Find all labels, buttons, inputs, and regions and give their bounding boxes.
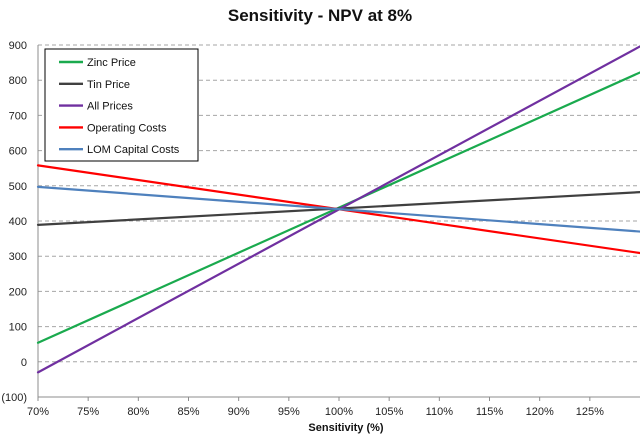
x-tick-label: 115% (476, 406, 504, 418)
x-tick-label: 95% (278, 406, 300, 418)
x-tick-label: 105% (375, 406, 403, 418)
x-axis-title: Sensitivity (%) (308, 422, 384, 434)
series-line (36, 185, 640, 233)
legend-box (44, 48, 199, 162)
legend-label: All Prices (87, 101, 133, 113)
legend-label: Zinc Price (87, 57, 136, 69)
y-tick-label: 500 (9, 181, 27, 193)
x-tick-label: 125% (576, 406, 604, 418)
x-tick-label: 75% (77, 406, 99, 418)
y-tick-label: 600 (9, 146, 27, 158)
y-tick-label: 700 (9, 110, 27, 122)
x-tick-label: 70% (27, 406, 49, 418)
y-tick-label: 0 (21, 357, 27, 369)
x-tick-label: 110% (426, 406, 454, 418)
x-tick-label: 80% (127, 406, 149, 418)
chart-title: Sensitivity - NPV at 8% (227, 6, 413, 25)
y-tick-labels: 900 800 700 600 500 400 300 200 100 0 (100) (1, 40, 27, 404)
y-tick-label: 100 (9, 322, 27, 334)
x-tick-label: 100% (325, 406, 353, 418)
axes (37, 45, 640, 401)
x-tick-label: 85% (177, 406, 199, 418)
legend-label: LOM Capital Costs (87, 144, 180, 156)
y-tick-label: 200 (9, 286, 27, 298)
x-tick-label: 90% (228, 406, 250, 418)
y-tick-label: (100) (1, 392, 27, 404)
x-tick-label: 120% (526, 406, 554, 418)
x-tick-labels: 70% 75% 80% 85% 90% 95% 100% 105% 110% 115% 120% 12… (27, 406, 604, 418)
y-tick-label: 400 (9, 216, 27, 228)
y-tick-label: 300 (9, 251, 27, 263)
y-tick-label: 900 (9, 40, 27, 52)
legend-label: Tin Price (87, 79, 130, 91)
series-lines (36, 45, 640, 374)
y-tick-label: 800 (9, 75, 27, 87)
legend-label: Operating Costs (87, 122, 167, 134)
legend: Zinc Price Tin Price All Prices Operating C… (44, 48, 199, 162)
